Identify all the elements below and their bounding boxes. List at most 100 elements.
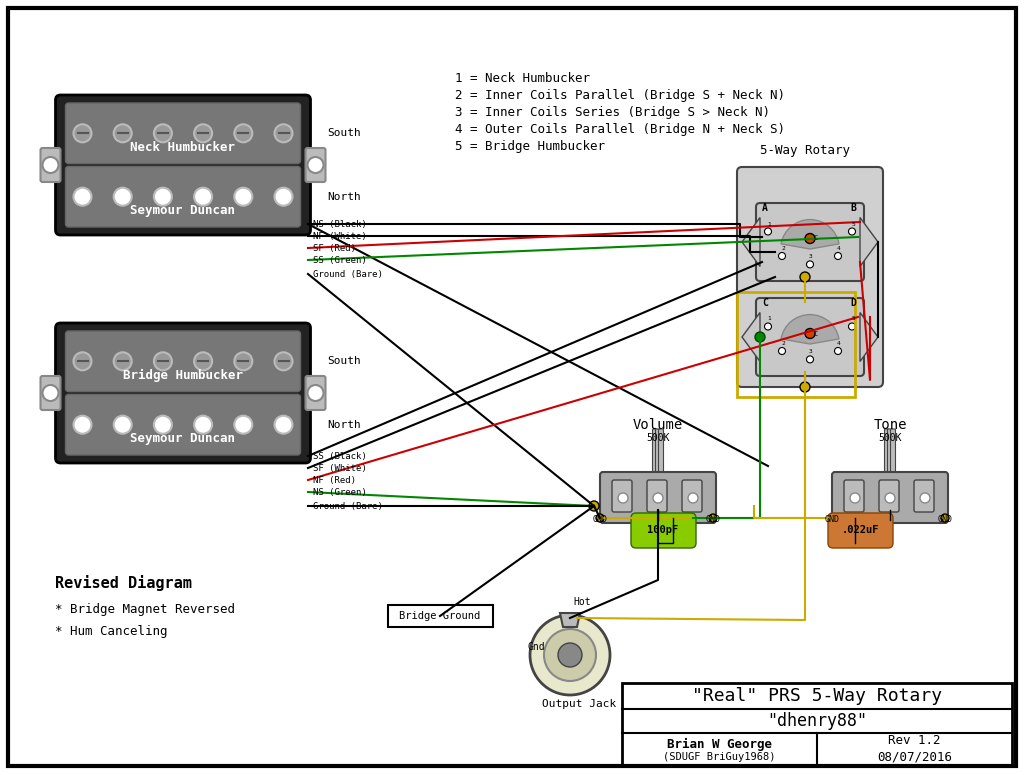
Text: Bridge Humbucker: Bridge Humbucker bbox=[123, 368, 243, 382]
Circle shape bbox=[835, 252, 842, 259]
FancyBboxPatch shape bbox=[66, 331, 300, 392]
Text: 5 = Bridge Humbucker: 5 = Bridge Humbucker bbox=[455, 140, 605, 153]
Text: SS (Green): SS (Green) bbox=[313, 255, 367, 265]
Circle shape bbox=[74, 352, 91, 370]
Text: Volume: Volume bbox=[633, 418, 683, 432]
FancyBboxPatch shape bbox=[756, 203, 864, 281]
Circle shape bbox=[154, 352, 172, 370]
Text: B: B bbox=[850, 203, 856, 213]
Text: SF (Red): SF (Red) bbox=[313, 244, 356, 252]
Circle shape bbox=[114, 125, 132, 142]
Circle shape bbox=[765, 323, 771, 330]
FancyBboxPatch shape bbox=[66, 166, 300, 227]
FancyBboxPatch shape bbox=[682, 480, 702, 512]
Circle shape bbox=[274, 352, 293, 370]
Text: GND: GND bbox=[825, 515, 840, 524]
Text: "dhenry88": "dhenry88" bbox=[767, 712, 867, 730]
Circle shape bbox=[307, 157, 324, 173]
Text: Ground (Bare): Ground (Bare) bbox=[313, 269, 383, 279]
FancyBboxPatch shape bbox=[914, 480, 934, 512]
Circle shape bbox=[43, 157, 58, 173]
Text: 1: 1 bbox=[767, 317, 771, 321]
Text: Gnd: Gnd bbox=[528, 642, 546, 652]
Text: Bridge Ground: Bridge Ground bbox=[399, 611, 480, 621]
FancyBboxPatch shape bbox=[655, 429, 660, 481]
Text: NF (White): NF (White) bbox=[313, 231, 367, 241]
Circle shape bbox=[274, 125, 293, 142]
Text: * Bridge Magnet Reversed: * Bridge Magnet Reversed bbox=[55, 603, 234, 616]
Text: 5-Way Rotary: 5-Way Rotary bbox=[760, 144, 850, 157]
Circle shape bbox=[849, 323, 855, 330]
Text: Neck Humbucker: Neck Humbucker bbox=[130, 141, 236, 154]
Circle shape bbox=[596, 514, 604, 522]
FancyBboxPatch shape bbox=[756, 298, 864, 376]
FancyBboxPatch shape bbox=[55, 95, 310, 235]
Circle shape bbox=[195, 125, 212, 142]
Polygon shape bbox=[860, 313, 878, 361]
Circle shape bbox=[807, 261, 813, 268]
FancyBboxPatch shape bbox=[305, 148, 326, 182]
FancyBboxPatch shape bbox=[612, 480, 632, 512]
Polygon shape bbox=[742, 313, 760, 361]
FancyBboxPatch shape bbox=[622, 683, 1012, 765]
Circle shape bbox=[114, 416, 132, 433]
Circle shape bbox=[885, 493, 895, 503]
FancyBboxPatch shape bbox=[55, 323, 310, 463]
Circle shape bbox=[850, 493, 860, 503]
Text: 1 = Neck Humbucker: 1 = Neck Humbucker bbox=[455, 72, 590, 85]
Text: D: D bbox=[850, 298, 856, 308]
Circle shape bbox=[74, 125, 91, 142]
Text: South: South bbox=[328, 128, 361, 138]
Circle shape bbox=[849, 228, 855, 235]
Text: 3 = Inner Coils Series (Bridge S > Neck N): 3 = Inner Coils Series (Bridge S > Neck … bbox=[455, 106, 770, 119]
FancyBboxPatch shape bbox=[844, 480, 864, 512]
Text: C: C bbox=[813, 235, 817, 241]
FancyBboxPatch shape bbox=[305, 376, 326, 410]
FancyBboxPatch shape bbox=[885, 429, 890, 481]
Text: Tone: Tone bbox=[873, 418, 906, 432]
Text: .022uF: .022uF bbox=[842, 525, 879, 535]
FancyBboxPatch shape bbox=[879, 480, 899, 512]
Text: GND: GND bbox=[593, 515, 608, 524]
Circle shape bbox=[688, 493, 698, 503]
Circle shape bbox=[114, 352, 132, 370]
Circle shape bbox=[74, 188, 91, 206]
FancyBboxPatch shape bbox=[388, 605, 493, 627]
FancyBboxPatch shape bbox=[647, 480, 667, 512]
Circle shape bbox=[800, 272, 810, 282]
Circle shape bbox=[709, 514, 717, 522]
FancyBboxPatch shape bbox=[891, 429, 896, 481]
Text: "Real" PRS 5-Way Rotary: "Real" PRS 5-Way Rotary bbox=[692, 687, 942, 705]
Text: 4: 4 bbox=[838, 341, 841, 346]
Circle shape bbox=[74, 416, 91, 433]
FancyBboxPatch shape bbox=[66, 103, 300, 163]
Text: 500K: 500K bbox=[646, 433, 670, 443]
Circle shape bbox=[43, 385, 58, 401]
Circle shape bbox=[307, 385, 324, 401]
Circle shape bbox=[154, 125, 172, 142]
Text: Output Jack: Output Jack bbox=[542, 699, 616, 709]
Text: GND: GND bbox=[706, 515, 721, 524]
FancyBboxPatch shape bbox=[831, 472, 948, 523]
Text: NF (Red): NF (Red) bbox=[313, 475, 356, 485]
FancyBboxPatch shape bbox=[828, 513, 893, 548]
Circle shape bbox=[805, 328, 815, 338]
Polygon shape bbox=[560, 613, 580, 627]
Text: 2 = Inner Coils Parallel (Bridge S + Neck N): 2 = Inner Coils Parallel (Bridge S + Nec… bbox=[455, 89, 785, 102]
Circle shape bbox=[544, 629, 596, 681]
Text: 5: 5 bbox=[851, 317, 855, 321]
Text: Revised Diagram: Revised Diagram bbox=[55, 575, 191, 591]
Circle shape bbox=[274, 416, 293, 433]
Circle shape bbox=[778, 252, 785, 259]
FancyBboxPatch shape bbox=[631, 513, 696, 548]
Circle shape bbox=[807, 356, 813, 363]
Text: Rev 1.2: Rev 1.2 bbox=[888, 735, 941, 748]
Text: GND: GND bbox=[938, 515, 953, 524]
Circle shape bbox=[234, 188, 252, 206]
Text: North: North bbox=[328, 193, 361, 203]
Circle shape bbox=[618, 493, 628, 503]
Circle shape bbox=[530, 615, 610, 695]
Text: 2: 2 bbox=[781, 246, 784, 251]
Wedge shape bbox=[781, 314, 839, 344]
Text: A: A bbox=[762, 203, 768, 213]
